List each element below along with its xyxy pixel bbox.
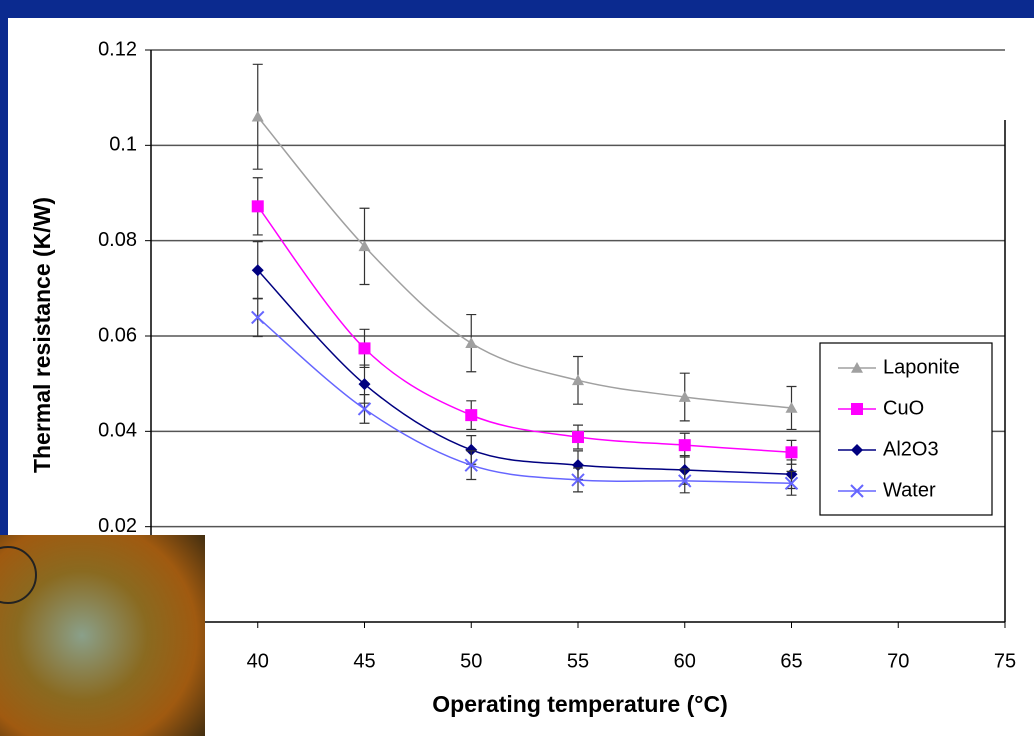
marker xyxy=(678,439,691,452)
x-tick-label: 65 xyxy=(780,650,802,672)
marker xyxy=(572,431,584,444)
marker xyxy=(571,473,585,487)
y-tick-label: 0.1 xyxy=(109,134,137,156)
marker xyxy=(357,402,372,416)
x-tick-label: 45 xyxy=(353,650,375,672)
series-line xyxy=(257,116,792,409)
x-axis-title: Operating temperature (°C) xyxy=(432,691,727,717)
series-line xyxy=(257,269,792,475)
marker xyxy=(251,200,264,213)
legend-label: Water xyxy=(883,479,936,501)
marker xyxy=(572,374,584,386)
marker xyxy=(465,443,478,456)
marker xyxy=(251,110,264,122)
marker xyxy=(678,391,691,402)
x-tick-label: 55 xyxy=(567,650,589,672)
y-tick-label: 0.04 xyxy=(98,420,137,442)
y-tick-label: 0.08 xyxy=(98,229,137,251)
marker xyxy=(851,362,863,373)
marker xyxy=(465,409,478,422)
marker xyxy=(678,474,692,488)
marker xyxy=(850,484,864,498)
marker xyxy=(251,310,265,325)
marker xyxy=(464,458,478,472)
x-tick-label: 50 xyxy=(460,650,482,672)
marker xyxy=(851,444,863,456)
marker xyxy=(465,337,478,348)
photo xyxy=(0,535,205,736)
photo-circle xyxy=(0,546,37,604)
legend-label: Al2O3 xyxy=(883,438,939,460)
plot-area: 0.02 0.04 0.06 0.08 0.1 0.12 40 45 50 55 60 65 70 75 L… xyxy=(98,38,1016,672)
y-tick-label: 0.12 xyxy=(98,38,137,60)
legend-label: CuO xyxy=(883,397,924,419)
x-tick-label: 60 xyxy=(674,650,696,672)
y-tick-label: 0.06 xyxy=(98,324,137,346)
legend-box xyxy=(819,342,993,516)
marker xyxy=(785,401,798,413)
marker xyxy=(358,378,371,391)
y-axis-title: Thermal resistance (K/W) xyxy=(29,197,55,473)
marker xyxy=(851,403,863,415)
marker xyxy=(358,240,371,252)
x-tick-label: 75 xyxy=(994,650,1016,672)
series-line xyxy=(257,316,792,485)
legend-label: Laponite xyxy=(883,356,960,378)
y-tick-label: 0.02 xyxy=(98,515,137,537)
marker xyxy=(358,342,371,355)
marker xyxy=(785,446,798,459)
x-tick-label: 40 xyxy=(247,650,269,672)
marker xyxy=(251,264,264,277)
marker xyxy=(784,476,799,490)
x-tick-label: 70 xyxy=(887,650,909,672)
